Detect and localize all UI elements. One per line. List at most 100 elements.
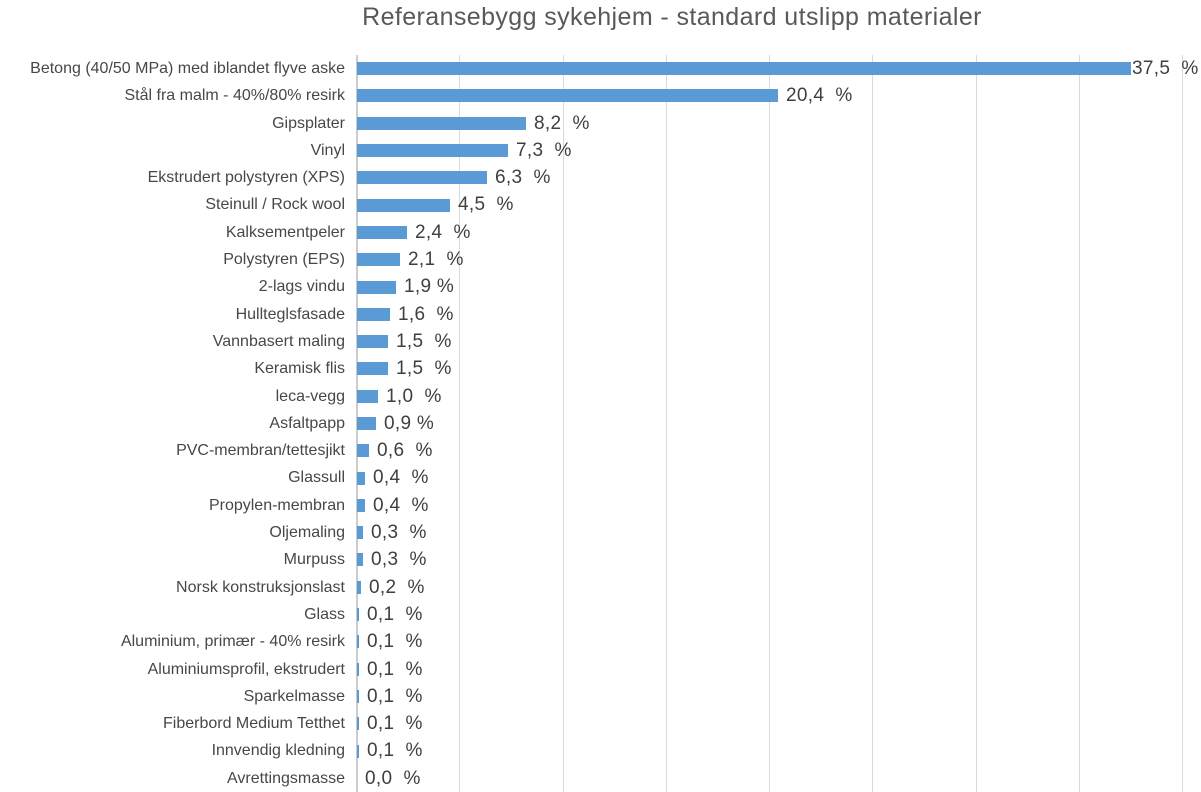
- value-label: 0,4 %: [373, 494, 429, 516]
- bar: [357, 662, 359, 676]
- value-label: 0,1 %: [367, 685, 423, 707]
- bar-row: Aluminiumsprofil, ekstrudert 0,1 %: [0, 656, 1201, 683]
- value-label: 8,2 %: [534, 112, 590, 134]
- gridline: [459, 55, 461, 792]
- category-label: Asfaltpapp: [269, 414, 345, 432]
- bar-row: Keramisk flis 1,5 %: [0, 355, 1201, 382]
- bar: [357, 116, 526, 130]
- category-label: Ekstrudert polystyren (XPS): [147, 169, 345, 187]
- bar-row: Hullteglsfasade 1,6 %: [0, 301, 1201, 328]
- bar: [357, 362, 388, 376]
- gridline: [1078, 55, 1080, 792]
- category-label: 2-lags vindu: [258, 278, 345, 296]
- chart-title: Referansebygg sykehjem - standard utslip…: [362, 3, 982, 31]
- bar-row: leca-vegg 1,0 %: [0, 383, 1201, 410]
- value-label: 0,3 %: [371, 549, 427, 571]
- value-label: 0,4 %: [373, 467, 429, 489]
- value-label: 20,4 %: [786, 85, 853, 107]
- category-label: Murpuss: [283, 551, 345, 569]
- bar: [357, 389, 378, 403]
- value-label: 0,1 %: [367, 631, 423, 653]
- bar-row: Norsk konstruksjonslast 0,2 %: [0, 574, 1201, 601]
- bar-row: Gipsplater 8,2 %: [0, 110, 1201, 137]
- category-label: Oljemaling: [269, 524, 345, 542]
- bar-row: Fiberbord Medium Tetthet 0,1 %: [0, 710, 1201, 737]
- value-label: 0,0 %: [365, 767, 421, 789]
- value-label: 1,5 %: [396, 358, 452, 380]
- bar-row: Glassull 0,4 %: [0, 464, 1201, 491]
- bar: [357, 689, 359, 703]
- category-label: PVC-membran/tettesjikt: [176, 442, 345, 460]
- bar: [357, 635, 359, 649]
- bar-row: Oljemaling 0,3 %: [0, 519, 1201, 546]
- bar: [357, 717, 359, 731]
- bar: [357, 498, 365, 512]
- bar: [357, 144, 508, 158]
- value-label: 0,9 %: [384, 412, 435, 434]
- bar-row: Aluminium, primær - 40% resirk 0,1 %: [0, 628, 1201, 655]
- category-label: Vannbasert maling: [212, 332, 345, 350]
- value-label: 2,1 %: [408, 249, 464, 271]
- value-label: 0,1 %: [367, 713, 423, 735]
- value-label: 0,1 %: [367, 603, 423, 625]
- value-label: 0,3 %: [371, 522, 427, 544]
- value-label: 37,5 %: [1132, 58, 1199, 79]
- value-label: 1,9 %: [404, 276, 455, 298]
- value-label: 1,6 %: [398, 303, 454, 325]
- value-label: 6,3 %: [495, 167, 551, 189]
- category-label: Keramisk flis: [254, 360, 345, 378]
- bar-row: Steinull / Rock wool 4,5 %: [0, 191, 1201, 218]
- category-label: Fiberbord Medium Tetthet: [162, 715, 345, 733]
- category-label: Betong (40/50 MPa) med iblandet flyve as…: [30, 60, 345, 77]
- bar-row: Propylen-membran 0,4 %: [0, 492, 1201, 519]
- gridline: [975, 55, 977, 792]
- bar: [357, 89, 778, 103]
- bar: [357, 553, 363, 567]
- bar-row: Glass 0,1 %: [0, 601, 1201, 628]
- bar-row: Kalksementpeler 2,4 %: [0, 219, 1201, 246]
- value-label: 7,3 %: [516, 139, 572, 161]
- category-label: Vinyl: [310, 141, 345, 159]
- category-label: Propylen-membran: [208, 496, 345, 514]
- bar: [357, 253, 400, 267]
- gridline: [1182, 55, 1183, 792]
- bar-row: 2-lags vindu 1,9 %: [0, 273, 1201, 300]
- gridline: [665, 55, 667, 792]
- category-label: Kalksementpeler: [225, 223, 345, 241]
- category-label: Aluminium, primær - 40% resirk: [120, 633, 345, 651]
- value-label: 0,1 %: [367, 740, 423, 762]
- category-label: leca-vegg: [275, 387, 345, 405]
- category-label: Aluminiumsprofil, ekstrudert: [147, 660, 345, 678]
- category-label: Stål fra malm - 40%/80% resirk: [124, 87, 345, 105]
- bar-row: Vannbasert maling 1,5 %: [0, 328, 1201, 355]
- category-label: Hullteglsfasade: [235, 305, 345, 323]
- value-label: 4,5 %: [458, 194, 514, 216]
- category-label: Sparkelmasse: [243, 687, 345, 705]
- bar: [357, 580, 361, 594]
- value-label: 0,6 %: [377, 440, 433, 462]
- category-label: Steinull / Rock wool: [205, 196, 345, 214]
- bar: [357, 526, 363, 540]
- bar: [357, 335, 388, 349]
- bar: [357, 608, 359, 622]
- bar: [357, 225, 407, 239]
- category-label: Avrettingsmasse: [227, 769, 345, 787]
- value-label: 0,2 %: [369, 576, 425, 598]
- bar-row: Innvendig kledning 0,1 %: [0, 737, 1201, 764]
- bar-row: Ekstrudert polystyren (XPS) 6,3 %: [0, 164, 1201, 191]
- bar: [357, 444, 369, 458]
- bar-row: PVC-membran/tettesjikt 0,6 %: [0, 437, 1201, 464]
- gridline: [562, 55, 564, 792]
- bar: [357, 471, 365, 485]
- bar-row: Murpuss 0,3 %: [0, 546, 1201, 573]
- bar: [357, 416, 376, 430]
- bar-row: Avrettingsmasse 0,0 %: [0, 765, 1201, 792]
- value-label: 2,4 %: [415, 221, 471, 243]
- bar: [357, 280, 396, 294]
- bar-row: Sparkelmasse 0,1 %: [0, 683, 1201, 710]
- bar: [357, 198, 450, 212]
- bar: [357, 171, 487, 185]
- value-label: 1,0 %: [386, 385, 442, 407]
